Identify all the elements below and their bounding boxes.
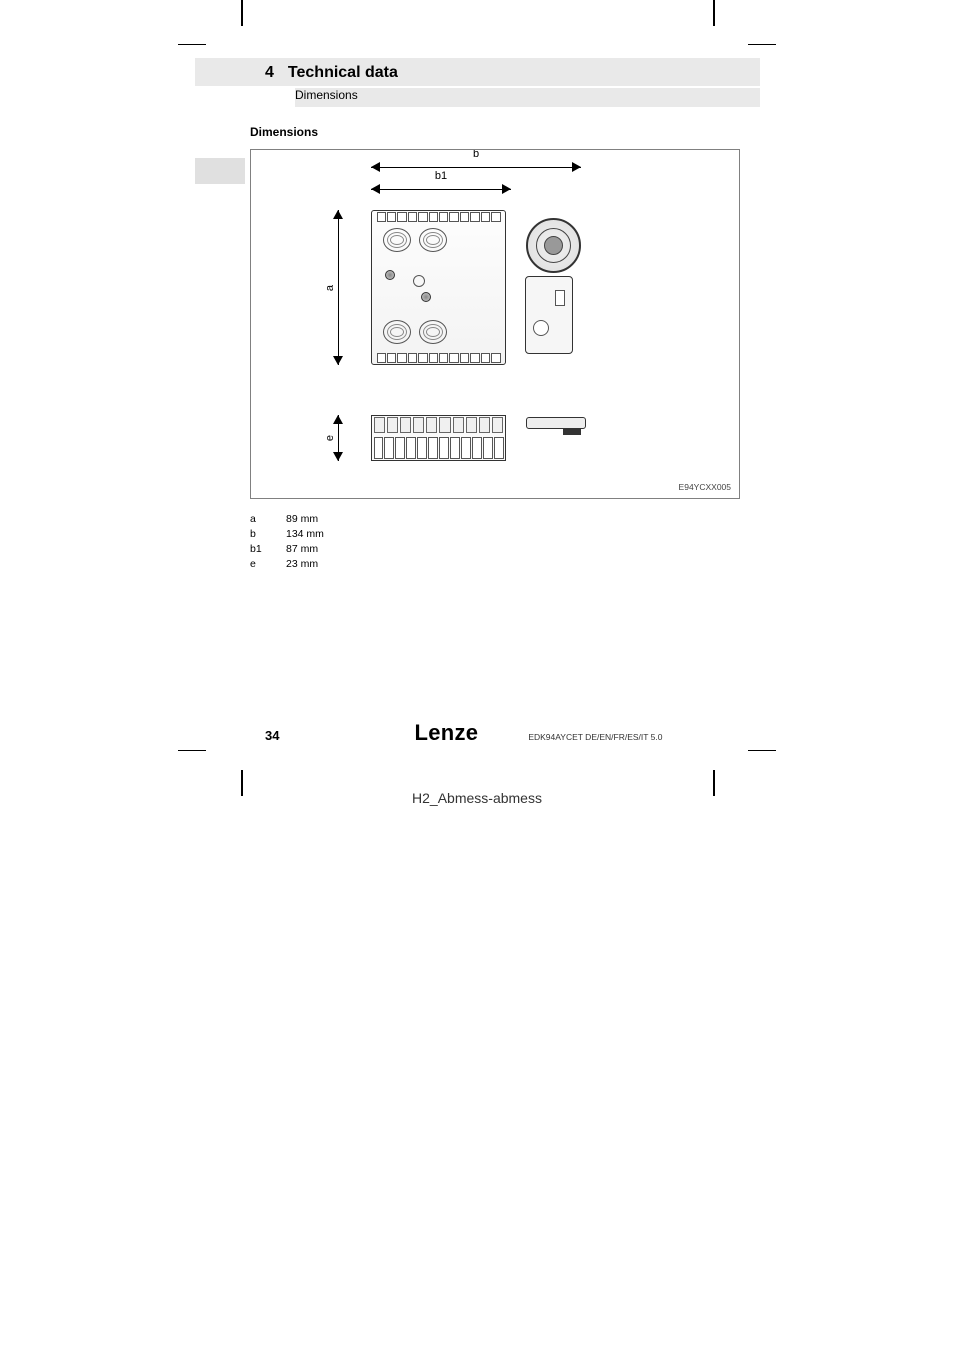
section-header: 4 Technical data [195,58,760,86]
legend-row: b1 87 mm [250,543,760,555]
dim-b1-label: b1 [435,170,447,182]
terminal-top [376,212,501,222]
screw-icon [385,270,395,280]
dimension-b1: b1 [371,182,511,196]
section-subtitle: Dimensions [295,88,760,107]
screw-icon [421,292,431,302]
mount-pad-icon [383,320,411,344]
round-connector-icon [526,218,581,273]
tick-top-right-v [713,0,715,26]
dimensions-diagram: b b1 a [250,149,740,499]
connector-base [525,276,573,354]
side-top-segments [373,417,504,433]
dimension-a: a [331,210,345,365]
legend-row: a 89 mm [250,513,760,525]
dim-a-label: a [324,284,336,290]
page-number: 34 [265,728,279,743]
section-number: 4 [265,64,274,82]
dim-e-label: e [324,435,336,441]
legend-key: b [250,528,268,540]
legend-key: a [250,513,268,525]
legend-value: 134 mm [286,528,324,540]
brand-logo: Lenze [414,720,478,746]
side-view: e [301,415,581,475]
dim-b-label: b [473,149,479,160]
center-hole-icon [413,275,425,287]
dimension-b: b [371,160,581,174]
mount-pad-icon [383,228,411,252]
dimension-e: e [331,415,345,461]
terminal-bottom [376,353,501,363]
legend-value: 23 mm [286,558,318,570]
bottom-note: H2_Abmess-abmess [0,790,954,806]
legend-key: e [250,558,268,570]
side-connector-icon [526,417,586,429]
page-content: 4 Technical data Dimensions Dimensions b… [195,30,760,573]
legend-value: 89 mm [286,513,318,525]
crop-br-h [748,750,776,751]
legend-key: b1 [250,543,268,555]
legend-row: e 23 mm [250,558,760,570]
legend-value: 87 mm [286,543,318,555]
connector-assembly [511,210,581,365]
connector-slot-icon [555,290,565,306]
tick-top-left-v [241,0,243,26]
mount-pad-icon [419,320,447,344]
legend-row: b 134 mm [250,528,760,540]
document-reference: EDK94AYCET DE/EN/FR/ES/IT 5.0 [528,732,662,742]
subheading: Dimensions [250,125,760,139]
side-connector-foot [563,429,581,435]
connector-port-icon [533,320,549,336]
margin-tab [195,158,245,184]
figure-reference: E94YCXX005 [679,482,731,492]
top-view: b b1 a [301,160,581,390]
mount-pad-icon [419,228,447,252]
crop-bl-h [178,750,206,751]
dimensions-legend: a 89 mm b 134 mm b1 87 mm e 23 mm [250,513,760,570]
side-fins [373,437,504,459]
section-title: Technical data [288,64,398,82]
page-footer: 34 Lenze EDK94AYCET DE/EN/FR/ES/IT 5.0 [195,720,760,746]
